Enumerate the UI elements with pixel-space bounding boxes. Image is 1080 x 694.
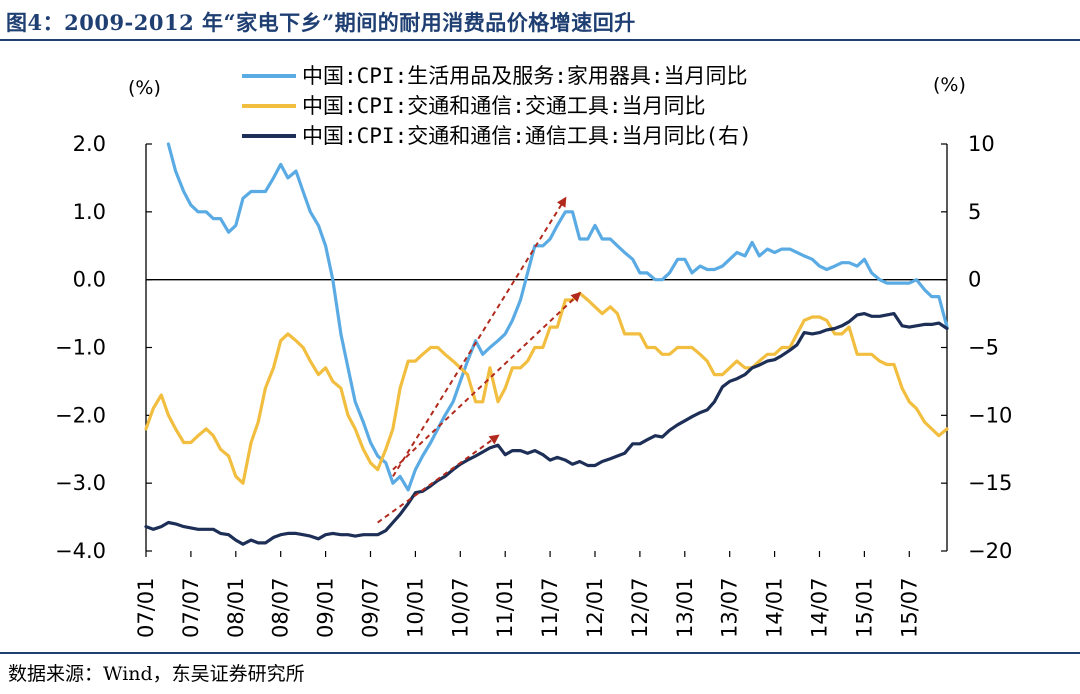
x-tick-label: 09/07	[358, 577, 382, 638]
x-tick-label: 08/07	[269, 577, 293, 638]
annotation-arrows	[377, 196, 582, 524]
right-axis-unit: (%)	[933, 74, 966, 96]
x-tick-label: 08/01	[224, 577, 248, 638]
footer-divider	[0, 652, 1080, 654]
trend-arrow-3	[377, 434, 500, 524]
chart-title: 图4：2009-2012 年“家电下乡”期间的耐用消费品价格增速回升	[6, 10, 636, 35]
legend-label-2: 中国:CPI:交通和通信:交通工具:当月同比	[302, 94, 706, 118]
right-tick-label: 10	[968, 132, 995, 156]
x-tick-label: 15/01	[852, 577, 876, 638]
x-tick-label: 14/07	[807, 577, 831, 638]
right-tick-label: −5	[968, 336, 999, 360]
left-tick-label: 1.0	[73, 200, 106, 224]
series-line-3	[144, 312, 949, 546]
left-tick-label: 2.0	[73, 132, 106, 156]
source-note: 数据来源：Wind，东吴证券研究所	[8, 663, 305, 685]
series-line-2	[144, 291, 949, 485]
x-tick-label: 15/07	[897, 577, 921, 638]
x-tick-label: 12/01	[583, 577, 607, 638]
title-bar: 图4：2009-2012 年“家电下乡”期间的耐用消费品价格增速回升	[0, 0, 1080, 41]
left-tick-label: −4.0	[55, 539, 106, 563]
x-tick-label: 13/01	[673, 577, 697, 638]
x-tick-label: 12/07	[628, 577, 652, 638]
x-tick-label: 11/01	[493, 577, 517, 638]
right-tick-label: 0	[968, 268, 981, 292]
x-tick-label: 13/07	[718, 577, 742, 638]
right-tick-label: −10	[968, 403, 1012, 427]
legend-label-1: 中国:CPI:生活用品及服务:家用器具:当月同比	[302, 64, 748, 88]
left-tick-label: −1.0	[55, 336, 106, 360]
series-line-1	[166, 142, 949, 492]
left-axis-unit: (%)	[128, 77, 161, 99]
legend: 中国:CPI:生活用品及服务:家用器具:当月同比中国:CPI:交通和通信:交通工…	[242, 64, 752, 148]
right-tick-label: −15	[968, 471, 1012, 495]
x-tick-label: 10/07	[448, 577, 472, 638]
trend-arrow-1	[392, 196, 567, 477]
x-tick-label: 07/01	[134, 577, 158, 638]
left-tick-label: −3.0	[55, 471, 106, 495]
right-tick-label: 5	[968, 200, 981, 224]
right-tick-label: −20	[968, 539, 1012, 563]
x-tick-label: 11/07	[538, 577, 562, 638]
legend-label-3: 中国:CPI:交通和通信:通信工具:当月同比(右)	[302, 124, 752, 148]
x-tick-label: 10/01	[403, 577, 427, 638]
series-layer	[144, 142, 949, 546]
x-tick-label: 07/07	[179, 577, 203, 638]
line-chart: 中国:CPI:生活用品及服务:家用器具:当月同比中国:CPI:交通和通信:交通工…	[55, 64, 1012, 638]
left-tick-label: 0.0	[73, 268, 106, 292]
trend-arrow-2	[392, 291, 582, 471]
left-tick-label: −2.0	[55, 403, 106, 427]
axes: 2.0 1.0 0.0 −1.0 −2.0 −3.0 −4.0 10 5 0 −5 −10 −15 −20…	[55, 132, 1012, 638]
title-divider	[0, 39, 1080, 41]
x-tick-label: 09/01	[314, 577, 338, 638]
x-tick-label: 14/01	[763, 577, 787, 638]
